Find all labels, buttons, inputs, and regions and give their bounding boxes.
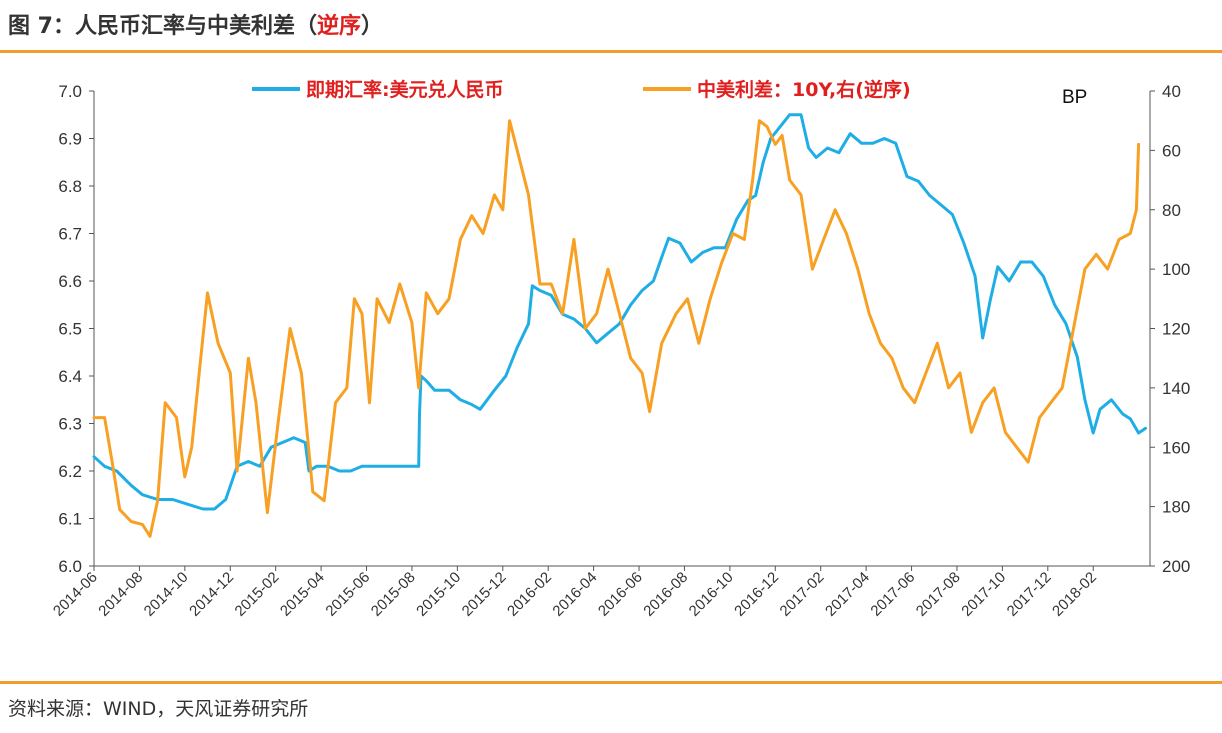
x-tick-label: 2014-06 [50,569,101,620]
x-tick-label: 2014-12 [186,569,237,620]
y-right-tick-label: 100 [1162,260,1190,279]
y-right-tick-label: 200 [1162,557,1190,576]
y-left-tick-label: 7.0 [58,82,82,101]
bottom-rule [0,681,1222,684]
y-right-tick-label: 60 [1162,141,1181,160]
x-tick-label: 2017-04 [822,569,873,620]
y-right-tick-label: 80 [1162,201,1181,220]
y-left-tick-label: 6.8 [58,177,82,196]
x-tick-label: 2015-06 [322,569,373,620]
x-tick-label: 2016-10 [686,569,737,620]
x-tick-label: 2015-02 [232,569,283,620]
y-right-tick-label: 160 [1162,438,1190,457]
y-right-tick-label: 140 [1162,379,1190,398]
title-main: 图 7：人民币汇率与中美利差（ [8,14,317,39]
spot-rate-line [92,113,1147,511]
top-rule [0,50,1222,53]
y-right-unit-label: BP [1062,87,1087,108]
x-tick-label: 2018-02 [1049,569,1100,620]
x-tick-label: 2017-10 [958,569,1009,620]
y-right-tick-label: 180 [1162,498,1190,517]
legend: 即期汇率:美元兑人民币 中美利差：10Y,右(逆序) [252,78,911,101]
x-tick-label: 2017-02 [777,569,828,620]
x-tick-label: 2016-02 [504,569,555,620]
y-left-tick-label: 6.4 [58,367,82,386]
rate-spread-line [92,119,1141,538]
y-left-tick-label: 6.7 [58,225,82,244]
x-tick-label: 2016-08 [640,569,691,620]
x-tick-label: 2017-12 [1004,569,1055,620]
y-left-tick-label: 6.1 [58,510,82,529]
y-left-tick-label: 6.2 [58,462,82,481]
x-tick-label: 2015-08 [368,569,419,620]
chart: 6.0 6.1 6.2 6.3 6.4 6.5 6.6 6.7 6.8 6.9 7.0 40 60 80 1… [50,78,1191,620]
title-end: ） [360,14,383,39]
x-tick-label: 2016-06 [595,569,646,620]
x-tick-label: 2016-04 [549,569,600,620]
x-tick-label: 2014-10 [141,569,192,620]
x-tick-label: 2017-08 [913,569,964,620]
y-left-tick-label: 6.9 [58,130,82,149]
chart-title: 图 7：人民币汇率与中美利差（逆序） [8,8,383,40]
y-right-tick-label: 40 [1162,82,1181,101]
y-left-tick-label: 6.3 [58,415,82,434]
y-left-tick-label: 6.6 [58,272,82,291]
title-highlight: 逆序 [316,14,361,39]
y-left-tick-label: 6.5 [58,320,82,339]
title-bar: 图 7：人民币汇率与中美利差（逆序） [0,0,1222,50]
x-tick-label: 2016-12 [731,569,782,620]
legend-label-spot: 即期汇率:美元兑人民币 [306,78,504,101]
source-note: 资料来源：WIND，天风证券研究所 [8,698,309,720]
y-left-tick-label: 6.0 [58,557,82,576]
x-tick-label: 2014-08 [95,569,146,620]
legend-label-spread: 中美利差：10Y,右(逆序) [697,78,911,101]
series-layer [92,113,1147,538]
x-tick-label: 2015-10 [413,569,464,620]
x-tick-label: 2015-12 [459,569,510,620]
x-tick-label: 2017-06 [867,569,918,620]
y-right-tick-label: 120 [1162,320,1190,339]
x-tick-label: 2015-04 [277,569,328,620]
